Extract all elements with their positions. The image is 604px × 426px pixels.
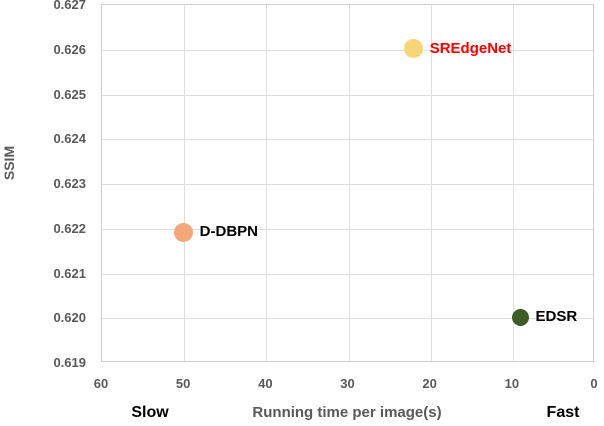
gridline-vertical <box>348 5 350 361</box>
gridline-vertical <box>430 5 432 361</box>
x-tick-label: 50 <box>175 376 191 391</box>
point-label-edsr: EDSR <box>535 308 578 326</box>
x-tick-label: 30 <box>340 376 355 391</box>
gridline-vertical <box>184 5 186 361</box>
x-axis-title: Running time per image(s) <box>252 404 442 421</box>
gridline-horizontal <box>102 184 593 185</box>
gridline-horizontal <box>102 139 593 141</box>
x-tick-label: 0 <box>590 376 598 391</box>
y-tick-label: 0.622 <box>53 220 86 236</box>
y-tick-label: 0.623 <box>53 176 86 191</box>
gridline-vertical <box>512 5 514 361</box>
y-tick-label: 0.626 <box>53 41 86 57</box>
y-tick-label: 0.624 <box>53 131 86 147</box>
y-tick-label: 0.627 <box>53 0 86 12</box>
y-axis-title: SSIM <box>1 145 17 181</box>
x-tick-label: 60 <box>93 376 109 391</box>
gridline-horizontal <box>102 318 593 320</box>
y-tick-label: 0.620 <box>53 310 86 326</box>
x-tick-label: 10 <box>504 376 520 391</box>
data-point-sredgenet[interactable] <box>403 39 423 59</box>
data-point-d-dbpn[interactable] <box>173 222 193 242</box>
gridline-horizontal <box>102 94 593 96</box>
x-tick-label: 20 <box>422 376 437 391</box>
x-tick-label: 40 <box>258 376 273 391</box>
y-tick-label: 0.625 <box>53 86 86 102</box>
gridline-horizontal <box>102 273 593 275</box>
plot-area <box>101 4 594 362</box>
gridline-horizontal <box>102 49 593 51</box>
slow-annotation: Slow <box>131 404 169 421</box>
point-label-d-dbpn: D-DBPN <box>199 223 258 241</box>
gridline-vertical <box>266 5 268 361</box>
gridline-horizontal <box>102 228 593 230</box>
data-point-edsr[interactable] <box>511 308 529 326</box>
y-tick-label: 0.621 <box>53 265 86 281</box>
point-label-sredgenet: SREdgeNet <box>429 39 512 57</box>
y-tick-label: 0.619 <box>53 355 86 370</box>
fast-annotation: Fast <box>546 404 580 421</box>
